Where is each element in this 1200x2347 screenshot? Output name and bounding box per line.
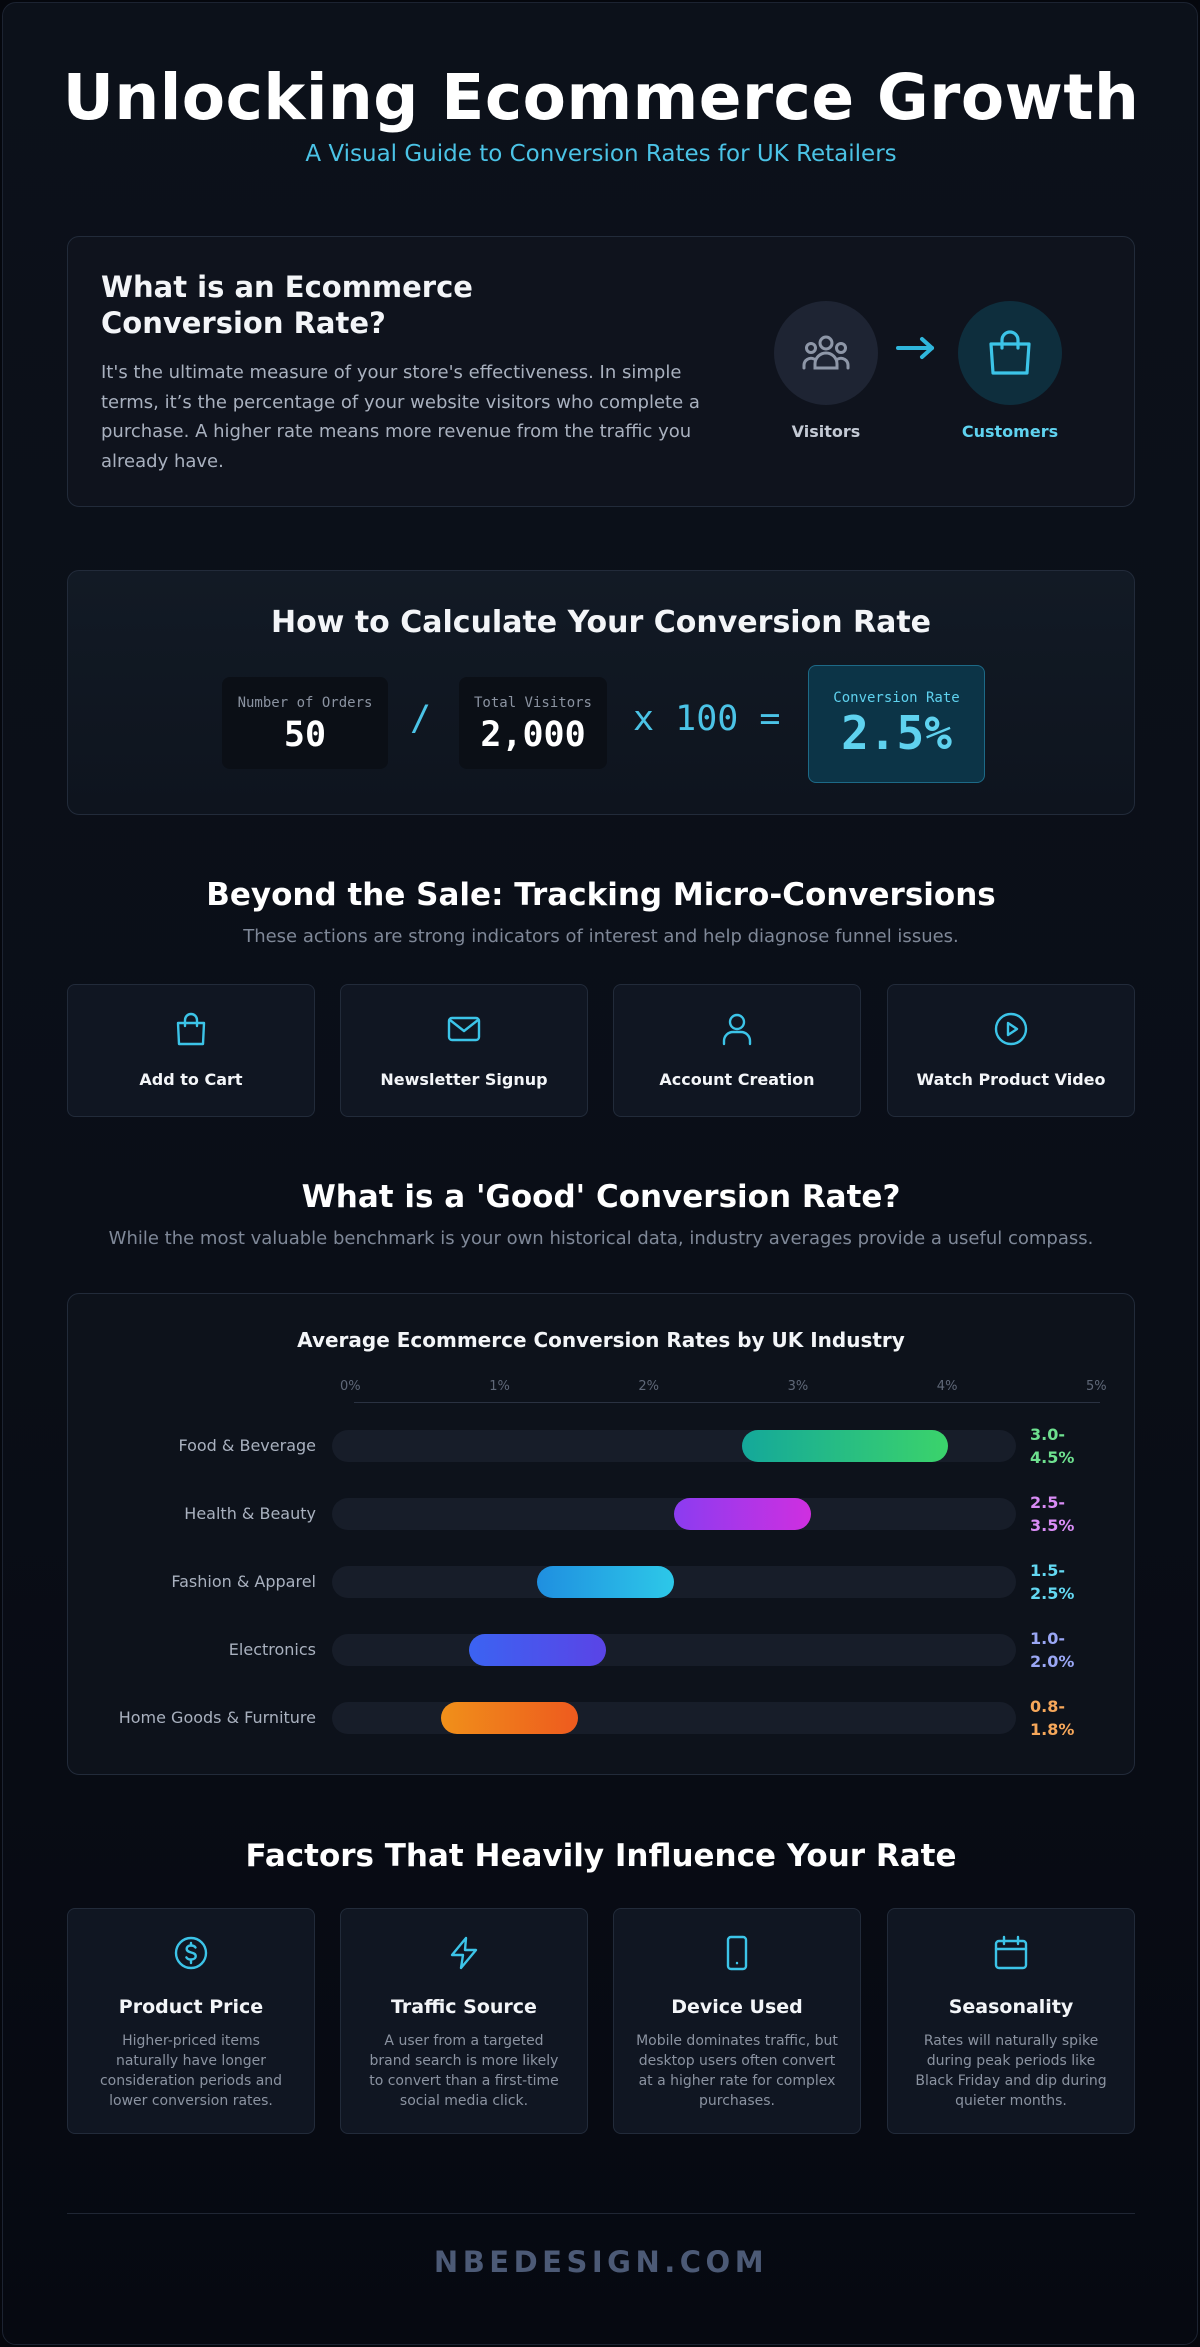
x-axis-line (354, 1402, 1100, 1403)
formula-title: How to Calculate Your Conversion Rate (270, 605, 932, 640)
benchmark-title: What is a 'Good' Conversion Rate? (301, 1179, 901, 1215)
footer-divider (67, 2213, 1135, 2214)
visitors-total-value: 2,000 (480, 715, 586, 755)
mail-icon (447, 1016, 481, 1042)
micro-card-account: Account Creation (613, 984, 861, 1117)
user-icon (722, 1013, 752, 1046)
definition-title: What is an Ecommerce Conversion Rate? (101, 270, 473, 340)
benchmark-subtitle: While the most valuable benchmark is you… (108, 1228, 1094, 1249)
micro-label: Watch Product Video (916, 1070, 1106, 1089)
category-label: Home Goods & Furniture (118, 1708, 316, 1727)
bar-track (332, 1566, 1016, 1598)
conversion-chart: Average Ecommerce Conversion Rates by UK… (67, 1293, 1135, 1775)
factor-card-price: Product Price Higher-priced items natura… (67, 1908, 315, 2134)
bar-track (332, 1702, 1016, 1734)
micro-title: Beyond the Sale: Tracking Micro-Conversi… (206, 877, 996, 913)
customers-circle (958, 301, 1062, 405)
factor-description: Higher-priced items naturally have longe… (99, 2033, 283, 2109)
factors-title: Factors That Heavily Influence Your Rate (245, 1838, 957, 1874)
factor-description: A user from a targeted brand search is m… (369, 2033, 559, 2109)
visitors-box: Total Visitors 2,000 (459, 677, 607, 769)
factor-description: Mobile dominates traffic, but desktop us… (636, 2033, 838, 2109)
range-bar (468, 1634, 606, 1666)
orders-value: 50 (283, 715, 327, 755)
micro-card-video: Watch Product Video (887, 984, 1135, 1117)
chart-title: Average Ecommerce Conversion Rates by UK… (297, 1328, 905, 1352)
definition-body: It's the ultimate measure of your store'… (101, 362, 700, 472)
page-subtitle: A Visual Guide to Conversion Rates for U… (305, 141, 897, 167)
range-bar (742, 1430, 948, 1462)
range-bar (674, 1498, 811, 1530)
play-circle-icon (994, 1012, 1028, 1046)
factor-card-device: Device Used Mobile dominates traffic, bu… (613, 1908, 861, 2134)
category-label: Electronics (228, 1640, 316, 1659)
factor-card-traffic: Traffic Source A user from a targeted br… (340, 1908, 588, 2134)
shopping-bag-icon (989, 330, 1031, 375)
rate-label: Conversion Rate (833, 690, 960, 706)
definition-card: What is an Ecommerce Conversion Rate? It… (67, 236, 1135, 507)
category-label: Fashion & Apparel (171, 1572, 316, 1591)
calendar-icon (994, 1935, 1028, 1970)
x-tick-label: 5% (1086, 1379, 1107, 1394)
rate-box: Conversion Rate 2.5% (808, 665, 985, 783)
range-value-label: 0.8-​1.8% (1030, 1697, 1075, 1739)
formula-card: How to Calculate Your Conversion Rate Nu… (67, 570, 1135, 815)
orders-label: Number of Orders (237, 695, 373, 711)
footer-brand: NBEDESIGN.COM (433, 2245, 769, 2279)
factor-card-season: Seasonality Rates will naturally spike d… (887, 1908, 1135, 2134)
multiply-operator: x 100 = (633, 699, 781, 739)
page-title: Unlocking Ecommerce Growth (62, 61, 1140, 134)
range-value-label: 1.0-​2.0% (1030, 1629, 1075, 1671)
shopping-bag-icon (176, 1012, 206, 1046)
visitors-total-label: Total Visitors (473, 695, 592, 711)
smartphone-icon (726, 1935, 748, 1971)
micro-card-add-to-cart: Add to Cart (67, 984, 315, 1117)
rate-value: 2.5% (841, 706, 952, 760)
category-label: Health & Beauty (184, 1504, 316, 1523)
range-value-label: 3.0-​4.5% (1030, 1425, 1075, 1467)
arrow-right-icon (896, 337, 934, 359)
factor-title: Device Used (671, 1996, 803, 2018)
x-tick-label: 4% (936, 1379, 958, 1394)
micro-label: Account Creation (659, 1070, 815, 1089)
x-tick-label: 3% (787, 1379, 809, 1394)
micro-card-newsletter: Newsletter Signup (340, 984, 588, 1117)
lightning-icon (450, 1936, 478, 1970)
users-icon (802, 335, 850, 370)
range-bar (537, 1566, 674, 1598)
customers-label: Customers (961, 422, 1059, 441)
x-tick-label: 1% (489, 1379, 510, 1394)
micro-label: Newsletter Signup (380, 1070, 548, 1089)
micro-label: Add to Cart (139, 1070, 243, 1089)
dollar-circle-icon (174, 1936, 208, 1970)
x-tick-label: 0% (340, 1379, 361, 1394)
factor-title: Traffic Source (391, 1996, 537, 2018)
micro-subtitle: These actions are strong indicators of i… (243, 926, 959, 947)
orders-box: Number of Orders 50 (222, 677, 388, 769)
factor-title: Seasonality (948, 1996, 1074, 2018)
visitors-circle (774, 301, 878, 405)
bar-track (332, 1634, 1016, 1666)
visitors-label: Visitors (791, 422, 861, 441)
range-value-label: 2.5-​3.5% (1030, 1493, 1075, 1535)
divide-operator: / (410, 699, 432, 739)
range-value-label: 1.5-​2.5% (1030, 1561, 1075, 1603)
range-bar (441, 1702, 579, 1734)
factor-description: Rates will naturally spike during peak p… (915, 2033, 1107, 2109)
category-label: Food & Beverage (178, 1436, 316, 1455)
x-tick-label: 2% (638, 1379, 660, 1394)
factor-title: Product Price (118, 1996, 264, 2018)
